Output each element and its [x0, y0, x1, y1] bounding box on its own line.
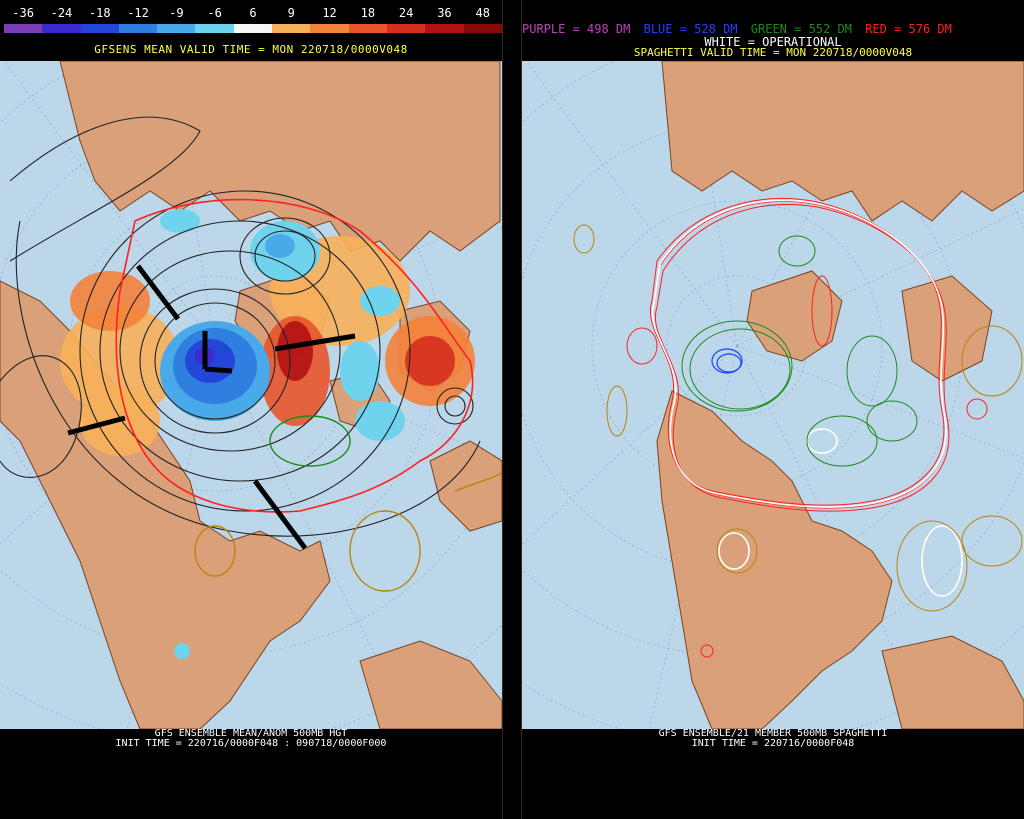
legend-blue: BLUE = 528 DM — [643, 22, 738, 36]
right-valid-time: SPAGHETTI VALID TIME = MON 220718/0000V0… — [633, 46, 913, 59]
colorbar-label: 12 — [322, 6, 337, 20]
colorbar-swatch — [195, 24, 234, 33]
ensemble-mean-panel: -36 -24 -18 -12 -9 -6 6 9 12 18 24 36 48 GFSENS MEAN… — [0, 0, 502, 819]
colorbar-swatch — [233, 24, 273, 33]
contour-552 — [269, 415, 351, 467]
colorbar-swatch — [348, 24, 387, 33]
colorbar-label: 48 — [475, 6, 490, 20]
legend-red: RED = 576 DM — [865, 22, 952, 36]
colorbar-swatch — [118, 24, 158, 33]
landmass — [656, 61, 1024, 729]
colorbar-label: 24 — [398, 6, 414, 20]
spaghetti-map — [522, 61, 1024, 729]
spaghetti-552 — [681, 235, 918, 467]
contour-576 — [115, 198, 474, 513]
colorbar-label: -12 — [127, 6, 149, 20]
left-valid-time: GFSENS MEAN VALID TIME = MON 220718/0000… — [94, 43, 408, 56]
left-caption-title: GFS ENSEMBLE MEAN/ANOM 500MB HGT — [154, 728, 348, 739]
colorbar-swatch — [80, 24, 119, 33]
colorbar-label: -6 — [207, 6, 222, 20]
colorbar-label: 6 — [249, 6, 257, 20]
anomaly-colorbar: -36 -24 -18 -12 -9 -6 6 9 12 18 24 36 48 — [0, 0, 502, 34]
colorbar-swatch — [4, 24, 43, 33]
spaghetti-528 — [711, 348, 743, 374]
trough-axes — [67, 264, 356, 550]
panel-divider — [502, 0, 522, 819]
colorbar-swatch — [386, 24, 426, 33]
colorbar-swatch — [42, 24, 81, 33]
left-caption-init: INIT TIME = 220716/0000F048 : 090718/000… — [115, 738, 387, 749]
colorbar-label: 18 — [360, 6, 376, 20]
colorbar-label: -18 — [88, 6, 111, 20]
colorbar-label: 36 — [437, 6, 452, 20]
colorbar-swatch — [463, 24, 502, 33]
colorbar-labels: -36 -24 -18 -12 -9 -6 6 9 12 18 24 36 48 — [0, 6, 502, 20]
legend-green: GREEN = 552 DM — [750, 22, 852, 36]
legend-white: WHITE = OPERATIONAL — [704, 35, 842, 49]
spaghetti-panel: PURPLE = 498 DM BLUE = 528 DM GREEN = 55… — [522, 0, 1024, 819]
colorbar-swatch — [272, 24, 311, 33]
colorbar-label: 9 — [287, 6, 295, 20]
colorbar-swatch — [157, 24, 196, 33]
colorbar-swatch — [425, 24, 464, 33]
spaghetti-legend: PURPLE = 498 DM BLUE = 528 DM GREEN = 55… — [522, 22, 1024, 36]
colorbar-label: -36 — [12, 6, 34, 20]
spaghetti-positive — [573, 224, 1023, 612]
right-caption-title: GFS ENSEMBLE/21 MEMBER 500MB SPAGHETTI — [658, 728, 888, 739]
right-caption-init: INIT TIME = 220716/0000F048 — [691, 738, 855, 749]
contour-positive — [194, 470, 502, 592]
ensemble-mean-map — [0, 61, 502, 729]
colorbar-swatches — [4, 24, 502, 33]
colorbar-label: -24 — [50, 6, 73, 20]
colorbar-label: -9 — [169, 6, 184, 20]
height-contours — [0, 116, 481, 537]
legend-purple: PURPLE = 498 DM — [522, 22, 631, 36]
colorbar-swatch — [310, 24, 349, 33]
